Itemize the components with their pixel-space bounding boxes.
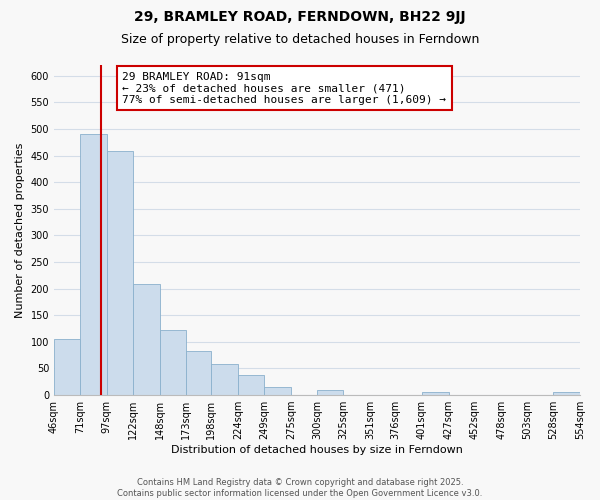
Bar — [264, 387, 291, 395]
Y-axis label: Number of detached properties: Number of detached properties — [15, 142, 25, 318]
Text: Size of property relative to detached houses in Ferndown: Size of property relative to detached ho… — [121, 32, 479, 46]
Text: 29, BRAMLEY ROAD, FERNDOWN, BH22 9JJ: 29, BRAMLEY ROAD, FERNDOWN, BH22 9JJ — [134, 10, 466, 24]
Bar — [422, 392, 449, 395]
Bar — [185, 351, 211, 395]
Bar — [317, 390, 343, 395]
Bar — [80, 134, 107, 395]
Bar — [553, 392, 580, 395]
Bar — [211, 364, 238, 395]
Bar — [107, 151, 133, 395]
Bar — [133, 284, 160, 395]
Text: Contains HM Land Registry data © Crown copyright and database right 2025.
Contai: Contains HM Land Registry data © Crown c… — [118, 478, 482, 498]
Text: 29 BRAMLEY ROAD: 91sqm
← 23% of detached houses are smaller (471)
77% of semi-de: 29 BRAMLEY ROAD: 91sqm ← 23% of detached… — [122, 72, 446, 105]
X-axis label: Distribution of detached houses by size in Ferndown: Distribution of detached houses by size … — [171, 445, 463, 455]
Bar — [238, 376, 264, 395]
Bar — [54, 339, 80, 395]
Bar — [160, 330, 185, 395]
